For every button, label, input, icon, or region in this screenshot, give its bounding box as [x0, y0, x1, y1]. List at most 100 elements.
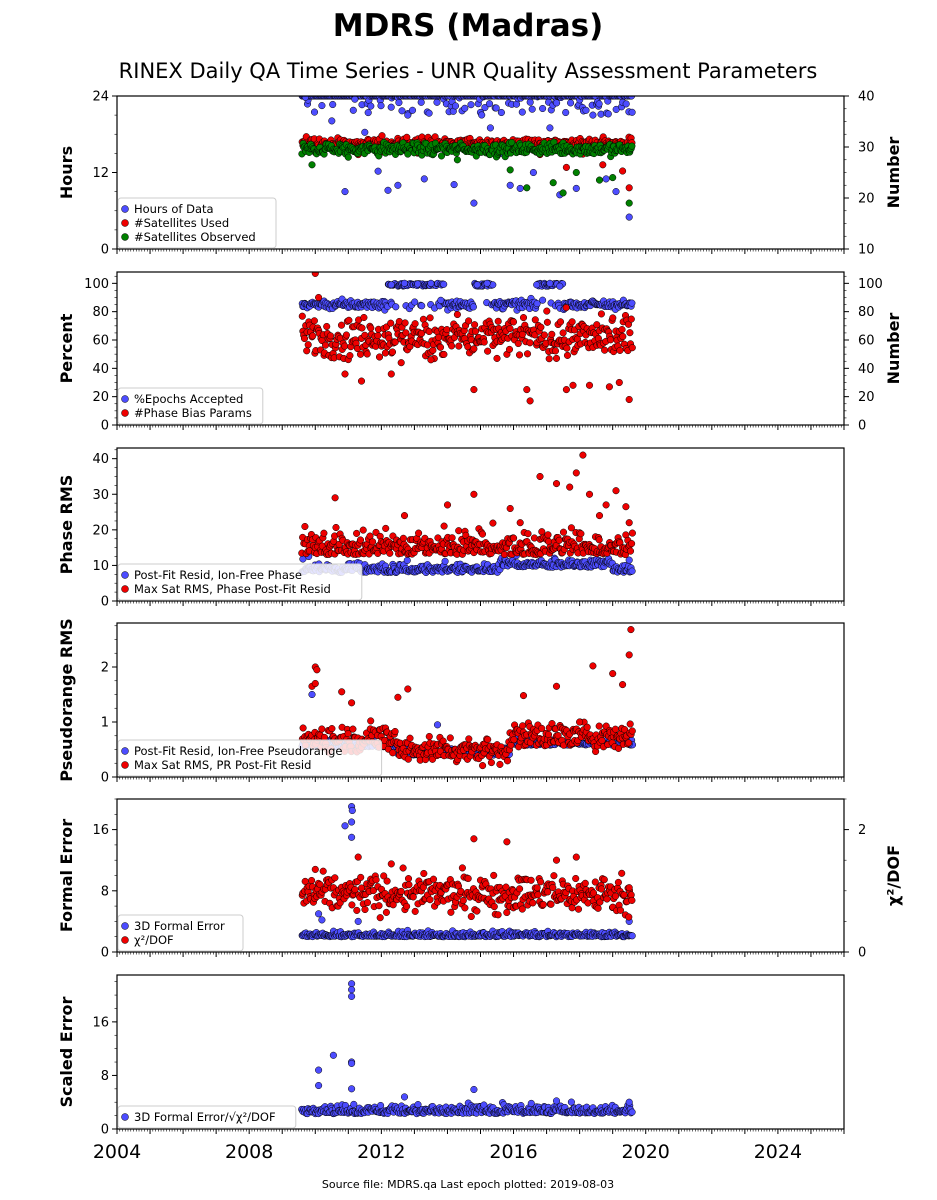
data-point [420, 175, 428, 183]
data-point [403, 133, 411, 141]
y-ticks-right: 10 20 30 40 [844, 90, 875, 258]
data-point [425, 109, 433, 117]
data-point [473, 281, 481, 289]
data-point [308, 690, 316, 699]
data-point [548, 330, 556, 338]
y-tick-label: 60 [92, 334, 109, 349]
data-point [411, 320, 419, 328]
data-point [540, 331, 548, 339]
data-point [310, 317, 318, 325]
y2-tick-label: 10 [858, 243, 875, 258]
data-point [378, 132, 386, 140]
data-point [406, 734, 414, 742]
data-point [556, 282, 564, 290]
series-2 [298, 451, 636, 559]
data-point [625, 184, 633, 192]
data-point [440, 350, 448, 358]
data-point [436, 343, 445, 351]
data-point [484, 347, 492, 355]
data-point [411, 298, 419, 306]
data-point [358, 324, 366, 332]
panel-4: 0 1 2 Pseudorange RMS Post-Fit Resid, Ion-Fr… [57, 618, 845, 786]
data-point [494, 317, 502, 325]
data-point [313, 666, 321, 674]
data-point [341, 188, 349, 196]
data-point [400, 279, 409, 287]
data-point [627, 626, 635, 634]
data-point [543, 307, 551, 315]
data-point [311, 272, 319, 277]
legend-label: Max Sat RMS, PR Post-Fit Resid [134, 758, 311, 772]
data-point [328, 725, 336, 733]
data-point [470, 199, 478, 207]
data-point [448, 534, 456, 542]
data-point [394, 181, 402, 189]
data-point [425, 732, 433, 741]
data-point [357, 377, 366, 385]
data-point [440, 280, 448, 288]
data-point [552, 354, 561, 362]
data-point [553, 99, 561, 107]
data-point [625, 556, 633, 564]
y-axis-label: Pseudorange RMS [57, 618, 76, 781]
data-point [397, 359, 405, 367]
data-point [455, 527, 463, 535]
data-point [537, 323, 545, 331]
panel-1-points [298, 96, 636, 221]
data-point [429, 346, 437, 354]
series-2 [298, 272, 636, 405]
data-point [567, 99, 575, 107]
series-3 [298, 138, 636, 207]
data-point [567, 524, 575, 532]
y-ticks-right: 0 20 40 60 80 100 [844, 275, 883, 434]
data-point [470, 490, 478, 498]
data-point [493, 354, 501, 362]
data-point [398, 107, 406, 115]
data-point [626, 329, 634, 337]
data-point [626, 547, 635, 555]
data-point [523, 184, 531, 192]
data-point [559, 329, 567, 337]
data-point [338, 688, 346, 696]
data-point [377, 102, 385, 110]
data-point [516, 184, 524, 192]
data-point [369, 538, 377, 546]
data-point [479, 762, 487, 770]
data-point [572, 184, 580, 192]
data-point [367, 102, 375, 110]
data-point [533, 300, 541, 308]
y2-tick-label: 20 [858, 390, 875, 405]
data-point [539, 296, 547, 304]
data-point [359, 526, 367, 534]
x-ticks [116, 777, 845, 782]
data-point [341, 342, 349, 350]
data-point [403, 556, 411, 564]
data-point [349, 725, 357, 733]
data-point [349, 106, 357, 114]
data-point [538, 724, 546, 732]
data-point [487, 759, 495, 767]
legend: %Epochs Accepted#Phase Bias Params [117, 387, 264, 425]
data-point [599, 161, 607, 169]
data-point [344, 730, 352, 738]
data-point [367, 717, 375, 725]
data-point [554, 731, 562, 740]
data-point [404, 685, 412, 693]
data-point [595, 512, 604, 520]
data-point [418, 302, 426, 310]
data-point [443, 326, 451, 334]
data-point [625, 651, 633, 659]
data-point [627, 315, 635, 323]
data-point [427, 279, 435, 287]
data-point [562, 108, 570, 117]
data-point [595, 176, 604, 184]
y-tick-label: 20 [92, 390, 109, 405]
data-point [391, 338, 399, 346]
data-point [351, 96, 359, 103]
data-point [497, 108, 505, 117]
data-point [443, 501, 452, 509]
data-point [555, 536, 563, 544]
